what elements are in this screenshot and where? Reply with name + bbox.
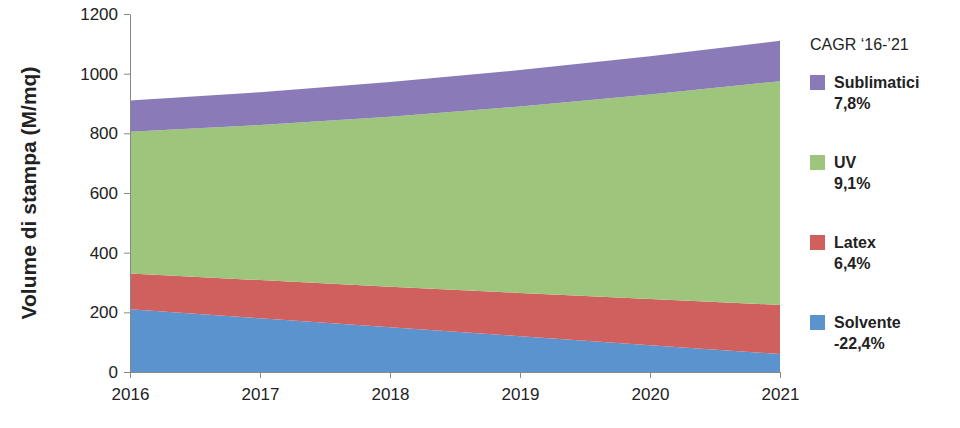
- x-tick-label: 2021: [762, 385, 800, 404]
- x-tick-mark: [780, 372, 781, 378]
- legend-swatch: [810, 235, 825, 250]
- y-tick-label: 0: [109, 363, 118, 382]
- y-axis-line: [130, 15, 131, 373]
- x-tick-mark: [130, 372, 131, 378]
- y-tick-label: 1200: [80, 5, 118, 24]
- legend-swatch: [810, 75, 825, 90]
- x-tick-label: 2017: [242, 385, 280, 404]
- legend-cagr: 9,1%: [834, 175, 870, 192]
- legend-label: UV: [834, 154, 857, 171]
- y-tick-mark: [124, 133, 130, 134]
- y-tick: 800: [90, 124, 130, 143]
- legend-cagr: -22,4%: [834, 335, 885, 352]
- x-tick-mark: [390, 372, 391, 378]
- x-tick: 2017: [242, 372, 280, 404]
- y-tick: 0: [109, 363, 130, 382]
- y-axis-title: Volume di stampa (M/mq): [17, 67, 40, 320]
- x-tick-mark: [520, 372, 521, 378]
- y-tick: 400: [90, 244, 130, 263]
- legend-label: Latex: [834, 234, 876, 251]
- legend-label: Sublimatici: [834, 74, 919, 91]
- y-tick-label: 200: [90, 303, 118, 322]
- y-tick-mark: [124, 312, 130, 313]
- x-tick: 2020: [632, 372, 670, 404]
- x-tick-label: 2018: [372, 385, 410, 404]
- legend: CAGR ‘16-’21 Sublimatici 7,8% UV 9,1% Latex 6,…: [810, 36, 919, 352]
- x-tick: 2021: [762, 372, 800, 404]
- areas: [130, 41, 780, 372]
- legend-item: UV 9,1%: [810, 154, 870, 192]
- plot: 0 200 400 600 800 1000 1200 2016 2017 2018 2019 202…: [80, 5, 799, 404]
- y-tick-mark: [124, 14, 130, 15]
- x-tick-label: 2020: [632, 385, 670, 404]
- legend-swatch: [810, 155, 825, 170]
- x-axis-line: [131, 372, 781, 373]
- x-tick-label: 2019: [502, 385, 540, 404]
- y-tick-label: 400: [90, 244, 118, 263]
- legend-label: Solvente: [834, 314, 901, 331]
- x-axis: 2016 2017 2018 2019 2020 2021: [112, 372, 800, 404]
- y-tick-mark: [124, 193, 130, 194]
- x-tick: 2016: [112, 372, 150, 404]
- y-tick: 600: [90, 184, 130, 203]
- series-area: [130, 41, 780, 132]
- y-tick-mark: [124, 74, 130, 75]
- x-tick-mark: [260, 372, 261, 378]
- legend-cagr: 6,4%: [834, 255, 870, 272]
- chart: 0 200 400 600 800 1000 1200 2016 2017 2018 2019 202…: [0, 0, 960, 428]
- legend-title: CAGR ‘16-’21: [810, 36, 909, 53]
- y-tick-label: 800: [90, 124, 118, 143]
- legend-item: Latex 6,4%: [810, 234, 876, 272]
- x-tick: 2018: [372, 372, 410, 404]
- x-tick: 2019: [502, 372, 540, 404]
- y-tick-mark: [124, 372, 130, 373]
- y-tick-mark: [124, 253, 130, 254]
- legend-cagr: 7,8%: [834, 95, 870, 112]
- y-tick-label: 1000: [80, 65, 118, 84]
- x-tick-mark: [650, 372, 651, 378]
- y-tick-label: 600: [90, 184, 118, 203]
- y-axis: 0 200 400 600 800 1000 1200: [80, 5, 130, 382]
- y-tick: 200: [90, 303, 130, 322]
- legend-item: Sublimatici 7,8%: [810, 74, 919, 112]
- y-tick: 1200: [80, 5, 130, 24]
- legend-item: Solvente -22,4%: [810, 314, 901, 352]
- legend-swatch: [810, 315, 825, 330]
- y-tick: 1000: [80, 65, 130, 84]
- x-tick-label: 2016: [112, 385, 150, 404]
